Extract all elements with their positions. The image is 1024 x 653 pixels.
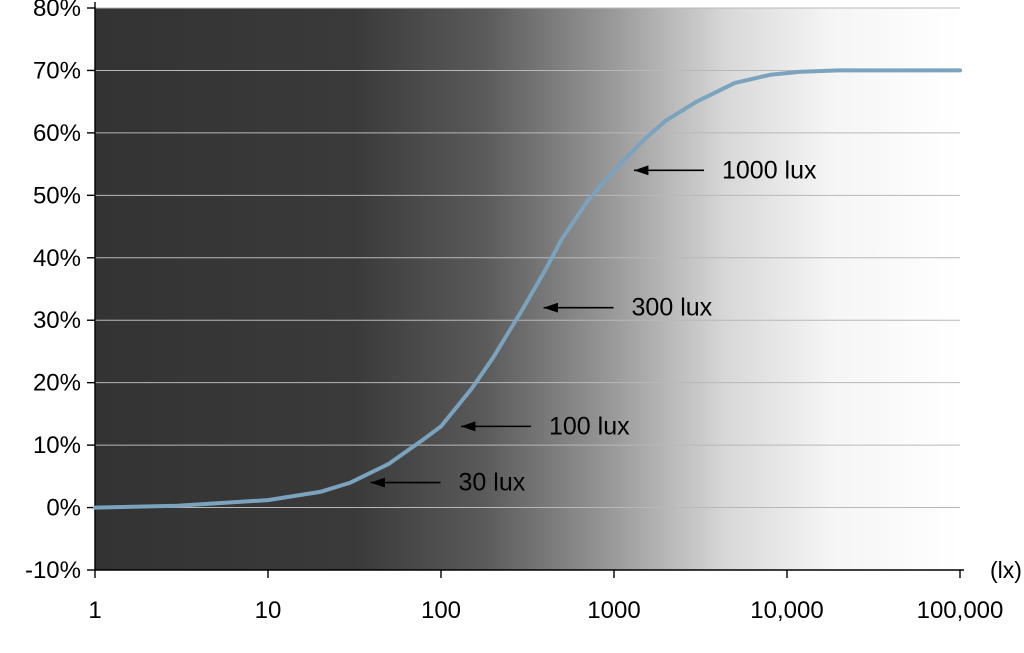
chart-svg: -10% 0% 10% 20% 30% 40% 50% 60% 70% 80% 1 10 100 1000…: [0, 0, 1024, 653]
annotation-label: 1000 lux: [722, 156, 817, 184]
annotation-label: 100 lux: [549, 412, 630, 440]
y-tick-label: 40%: [33, 245, 81, 272]
y-tick-label: 10%: [33, 432, 81, 459]
y-tick-label: 0%: [46, 495, 81, 522]
y-tick-label: 80%: [33, 0, 81, 22]
x-axis-unit: (lx): [990, 557, 1022, 583]
y-tick-label: -10%: [25, 557, 81, 584]
x-tick-label: 1000: [587, 597, 640, 624]
y-tick-label: 30%: [33, 307, 81, 334]
x-tick-label: 10,000: [750, 597, 823, 624]
y-tick-label: 70%: [33, 57, 81, 84]
chart-container: -10% 0% 10% 20% 30% 40% 50% 60% 70% 80% 1 10 100 1000…: [0, 0, 1024, 653]
plot-background-gradient: [95, 8, 960, 570]
x-tick-label: 10: [255, 597, 282, 624]
annotation-label: 300 lux: [632, 294, 713, 322]
x-tick-label: 100: [421, 597, 461, 624]
y-tick-label: 60%: [33, 120, 81, 147]
y-tick-label: 50%: [33, 182, 81, 209]
x-tick-label: 100,000: [917, 597, 1004, 624]
annotation-label: 30 lux: [459, 469, 526, 497]
x-tick-label: 1: [88, 597, 101, 624]
y-tick-label: 20%: [33, 370, 81, 397]
